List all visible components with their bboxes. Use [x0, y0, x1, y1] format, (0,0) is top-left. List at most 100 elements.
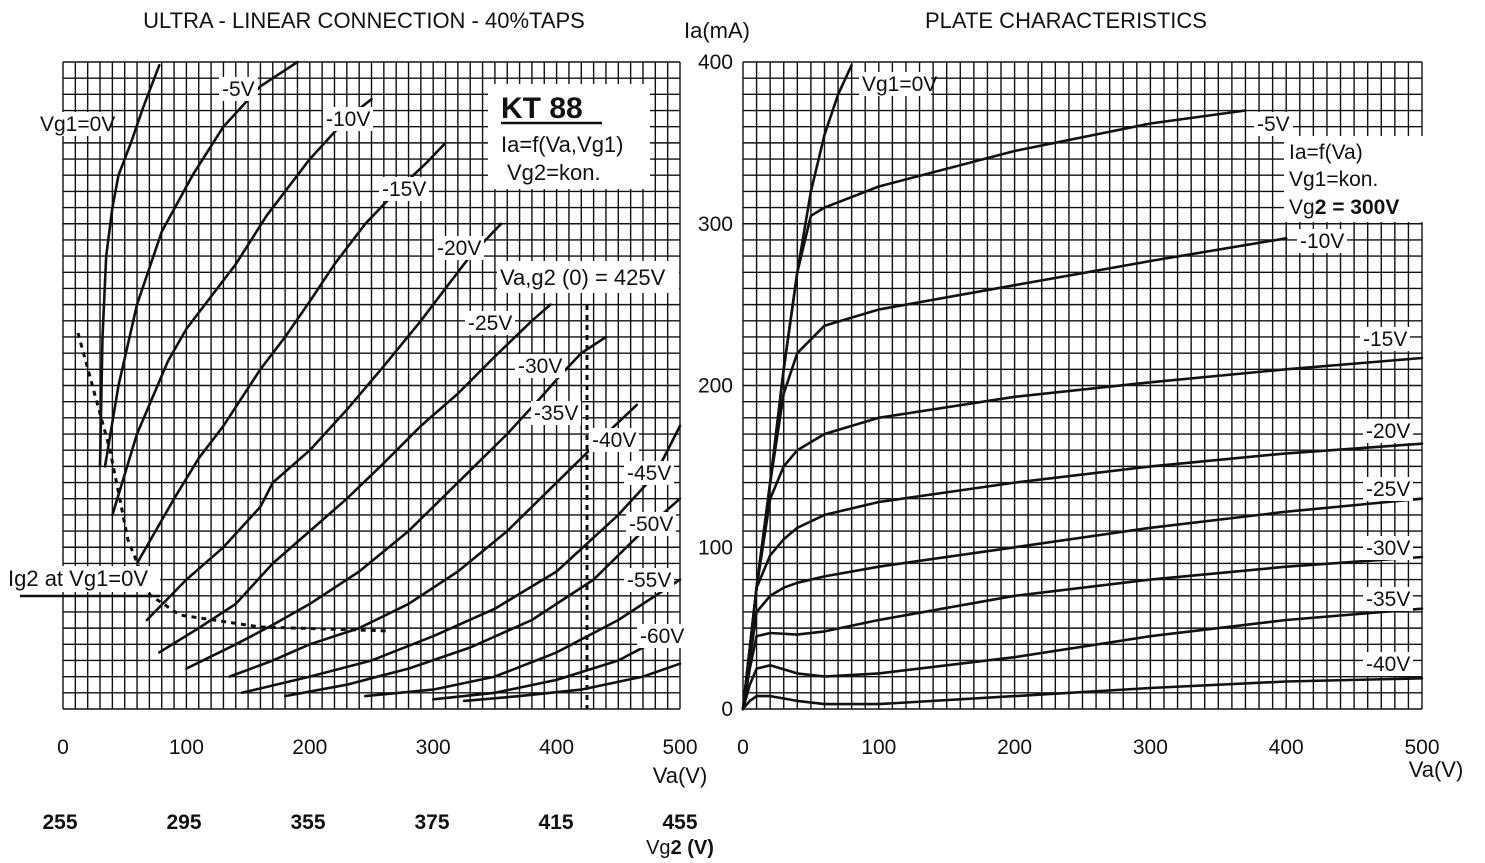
- series-line-9: [741, 677, 1424, 711]
- tick-label: 415: [538, 811, 573, 834]
- series-line-13: [462, 662, 682, 703]
- curve-label-bg: [515, 354, 565, 378]
- curve-label-bg: [1360, 327, 1410, 351]
- curve-label-bg: [1363, 587, 1413, 611]
- left-vg2-ticks: 255 295 355 375 415 455: [42, 811, 697, 834]
- series-line-5: [741, 442, 1424, 711]
- curve-label-bg: [465, 311, 515, 335]
- right-y-ticks: 0 100 200 300 400: [698, 51, 733, 721]
- curve-label: -40V: [592, 429, 636, 452]
- tick-label: 355: [290, 811, 325, 834]
- ig2-label-bg: [8, 566, 160, 592]
- right-chart-title: PLATE CHARACTERISTICS: [925, 8, 1207, 33]
- left-x-ticks: 0 100 200 300 400 500: [57, 736, 697, 759]
- curve-label-bg: [1363, 652, 1413, 676]
- curve-label: -25V: [468, 312, 512, 335]
- left-box-line1: Ia=f(Va,Vg1): [501, 132, 624, 157]
- curve-label: -20V: [437, 237, 481, 260]
- curve-label: -15V: [382, 178, 426, 201]
- tick-label: 300: [416, 736, 451, 759]
- curve-label-bg: [589, 428, 639, 452]
- tube-model: KT 88: [501, 92, 583, 125]
- curve-label-bg: [1363, 419, 1413, 443]
- curve-label-bg: [1363, 536, 1413, 560]
- left-chart-title: ULTRA - LINEAR CONNECTION - 40%TAPS: [143, 8, 585, 33]
- marker-label: Va,g2 (0) = 425V: [500, 265, 666, 290]
- curve-label-bg: [37, 112, 109, 136]
- series-line-6: [741, 497, 1424, 711]
- tick-label: 500: [1404, 736, 1439, 759]
- series-line-3: [111, 97, 373, 517]
- right-y-label: Ia(mA): [684, 18, 750, 43]
- tick-label: 400: [539, 736, 574, 759]
- curve-label: Vg1=0V: [862, 73, 937, 96]
- y-tick-label: 200: [698, 375, 733, 398]
- curve-label: -30V: [518, 355, 562, 378]
- ig2-label: Ig2 at Vg1=0V: [8, 566, 148, 591]
- curve-label: -10V: [1300, 230, 1344, 253]
- curve-label: -50V: [629, 513, 673, 536]
- tick-label: 400: [1269, 736, 1304, 759]
- curve-label: -20V: [1366, 420, 1410, 443]
- tick-label: 0: [57, 736, 69, 759]
- series-line-12: [431, 626, 682, 701]
- left-x-label: Va(V): [653, 763, 708, 788]
- series-line-7: [185, 335, 608, 670]
- tick-label: 100: [169, 736, 204, 759]
- right-info-box: [1284, 136, 1424, 222]
- tick-label: 455: [662, 811, 697, 834]
- tick-label: 100: [861, 736, 896, 759]
- curve-label: -35V: [534, 402, 578, 425]
- tick-label: 375: [414, 811, 449, 834]
- curve-label-bg: [624, 568, 674, 592]
- curve-label-bg: [637, 624, 687, 648]
- curve-label: -5V: [1257, 113, 1290, 136]
- left-chart: 0 100 200 300 400 500 255 295 355 375 415 455 Vg1=…: [8, 8, 714, 859]
- curve-label-bg: [219, 77, 258, 101]
- curve-label: -45V: [627, 462, 671, 485]
- right-curve-labels: Vg1=0V -5V -10V -15V -20V -25V -30V -35V -40V: [859, 72, 1413, 676]
- series-line-1: [98, 63, 161, 468]
- tick-label: 300: [1133, 736, 1168, 759]
- left-grid: [62, 61, 681, 710]
- curve-label-bg: [323, 107, 373, 131]
- tick-label: 0: [737, 736, 749, 759]
- right-grid: [742, 61, 1423, 710]
- curve-label: -40V: [1366, 653, 1410, 676]
- marker-label-bg: [497, 261, 679, 293]
- series-line-6: [158, 303, 552, 654]
- series-line-8: [741, 607, 1424, 711]
- curve-label-bg: [859, 72, 931, 96]
- left-curve-labels: Vg1=0V -5V -10V -15V -20V -25V -30V -35V -40V -45…: [37, 77, 687, 648]
- series-line-10: [283, 497, 682, 698]
- y-tick-label: 100: [698, 536, 733, 559]
- curve-label: Vg1=0V: [40, 113, 115, 136]
- curve-label: -55V: [627, 569, 671, 592]
- series-line-5: [145, 222, 503, 622]
- curve-label-bg: [624, 461, 674, 485]
- curve-label: -25V: [1366, 478, 1410, 501]
- right-x-label: Va(V): [1409, 757, 1464, 782]
- tick-label: 500: [662, 736, 697, 759]
- y-tick-label: 300: [698, 213, 733, 236]
- curve-label: -5V: [222, 78, 255, 101]
- curve-label: -10V: [326, 108, 370, 131]
- curve-label-bg: [1297, 229, 1347, 253]
- curve-label-bg: [1363, 477, 1413, 501]
- right-box-line1: Ia=f(Va): [1289, 141, 1363, 164]
- curve-label: -60V: [640, 625, 684, 648]
- curve-label: -35V: [1366, 588, 1410, 611]
- right-x-ticks: 0 100 200 300 400 500: [737, 736, 1439, 759]
- tick-label: 200: [997, 736, 1032, 759]
- right-box-line3: Vg2 = 300V: [1289, 196, 1399, 219]
- curve-label: -15V: [1363, 328, 1407, 351]
- series-line-11: [364, 578, 682, 698]
- right-box-line2: Vg1=kon.: [1289, 168, 1378, 191]
- curve-label-bg: [1254, 112, 1293, 136]
- curve-label-bg: [626, 512, 676, 536]
- right-chart: 0 100 200 300 400 500 0 100 200 300 400 Vg1=0V -5V…: [684, 8, 1463, 782]
- series-line-4: [741, 356, 1424, 711]
- y-tick-label: 400: [698, 51, 733, 74]
- left-box-line2: Vg2=kon.: [507, 160, 601, 185]
